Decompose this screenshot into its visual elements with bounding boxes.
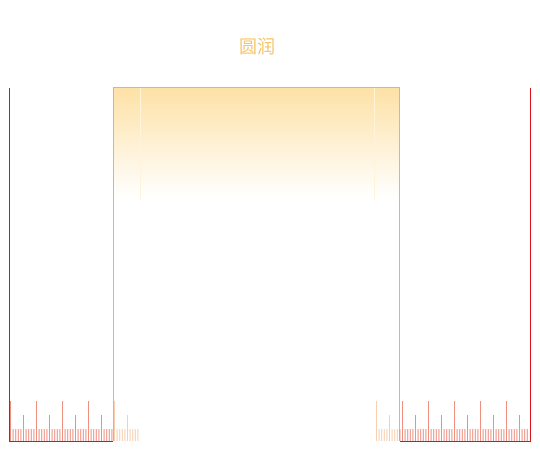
ruler-right — [376, 401, 528, 441]
gradient-panel — [113, 88, 400, 198]
title: 圆润 — [239, 37, 275, 58]
ruler-left — [10, 401, 139, 441]
